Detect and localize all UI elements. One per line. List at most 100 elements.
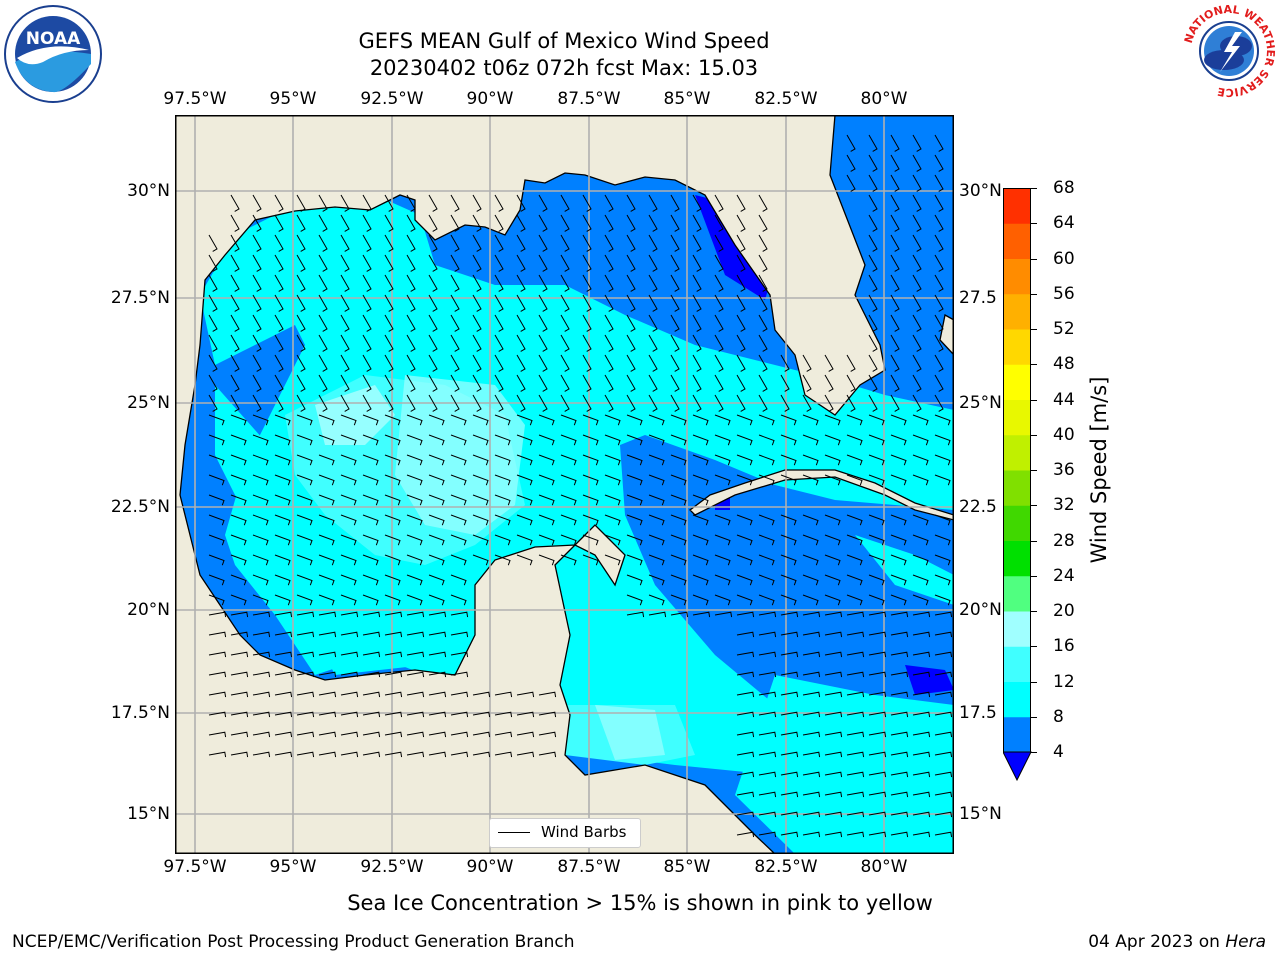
wind-barb (428, 354, 438, 372)
wind-barb (626, 514, 643, 526)
wind-barb (252, 594, 269, 606)
wind-barb (824, 514, 841, 526)
wind-barb (868, 651, 887, 658)
wind-barb (362, 691, 381, 698)
wind-barb (230, 631, 249, 638)
wind-barb (868, 514, 885, 526)
wind-barb (890, 434, 907, 446)
wind-barb (824, 671, 843, 678)
footer-machine: Hera (1225, 932, 1266, 952)
wind-barb (516, 354, 526, 372)
wind-barb (406, 751, 425, 758)
wind-barb (450, 594, 467, 606)
wind-barb (516, 374, 526, 392)
wind-barb (846, 611, 865, 618)
wind-barb (890, 574, 907, 586)
wind-barb (362, 671, 381, 678)
noaa-wordmark: NOAA (26, 29, 81, 49)
wind-barb (868, 214, 878, 232)
wind-barb (362, 434, 379, 446)
wind-barb (296, 671, 315, 678)
wind-speed-contours (200, 195, 954, 854)
wind-barb (362, 731, 381, 738)
wind-barb (428, 594, 445, 606)
wind-barb (780, 374, 790, 392)
wind-barb (780, 671, 799, 678)
wind-barb (758, 554, 775, 566)
wind-barb (626, 354, 636, 372)
wind-barb (516, 454, 533, 466)
lat-tick-left: 27.5°N (110, 288, 170, 308)
wind-barb (846, 831, 865, 838)
wind-barb (846, 711, 865, 718)
wind-barb (912, 374, 922, 392)
wind-barb (824, 651, 843, 658)
wind-barb (802, 534, 819, 546)
wind-barb (230, 514, 247, 526)
wind-barb (846, 374, 856, 392)
wind-barb (670, 254, 680, 272)
wind-barb (604, 514, 621, 526)
wind-barb (538, 534, 555, 546)
wind-barb (472, 354, 482, 372)
wind-barb (846, 514, 863, 526)
wind-barb (934, 514, 951, 526)
wind-barb (824, 414, 841, 426)
wind-barb (692, 594, 709, 606)
wind-barb (274, 534, 291, 546)
wind-barb (692, 214, 702, 232)
wind-barb (516, 514, 533, 526)
wind-barb (780, 534, 797, 546)
wind-barb (362, 651, 381, 658)
wind-barb (472, 294, 482, 312)
wind-barb (824, 354, 834, 372)
wind-barb (582, 554, 599, 566)
colorbar-tick-mark (1031, 329, 1037, 330)
wind-barb (890, 594, 907, 606)
wind-barb (428, 234, 438, 252)
wind-barb (890, 791, 909, 798)
wind-barb (208, 254, 218, 272)
wind-barb (780, 691, 799, 698)
wind-barb (384, 434, 401, 446)
wind-barb (692, 194, 702, 212)
wind-barb (736, 354, 746, 372)
wind-barb (494, 194, 504, 212)
wind-barb (208, 474, 225, 486)
wind-barb (934, 711, 953, 718)
wind-barb (450, 214, 460, 232)
wind-barb (362, 274, 372, 292)
wind-barb (890, 374, 900, 392)
wind-barb (428, 214, 438, 232)
wind-barb (736, 374, 746, 392)
wind-barb (362, 334, 372, 352)
colorbar-tick-label: 44 (1053, 389, 1075, 410)
wind-barb (340, 454, 357, 466)
wind-barb (230, 374, 240, 392)
wind-barb (802, 691, 821, 698)
wind-barb (208, 631, 227, 638)
wind-barb (274, 414, 291, 426)
wind-barb (912, 534, 929, 546)
wind-barb (252, 554, 269, 566)
wind-barb (472, 474, 489, 486)
wind-barb (714, 294, 724, 312)
wind-barb (736, 534, 753, 546)
wind-barb (890, 751, 909, 758)
wind-barb (450, 474, 467, 486)
wind-barb (406, 434, 423, 446)
colorbar-tick-label: 28 (1053, 530, 1075, 551)
wind-barb (802, 554, 819, 566)
wind-barb (428, 554, 445, 566)
wind-barb (516, 534, 533, 546)
wind-barb (450, 354, 460, 372)
colorbar-tick-label: 40 (1053, 424, 1075, 445)
wind-barb (868, 374, 878, 392)
wind-barb (802, 611, 821, 618)
wind-barb (252, 414, 269, 426)
wind-barb (736, 234, 746, 252)
wind-barb (340, 514, 357, 526)
wind-barb (318, 651, 337, 658)
wind-barb (736, 691, 755, 698)
wind-barb (208, 414, 225, 426)
